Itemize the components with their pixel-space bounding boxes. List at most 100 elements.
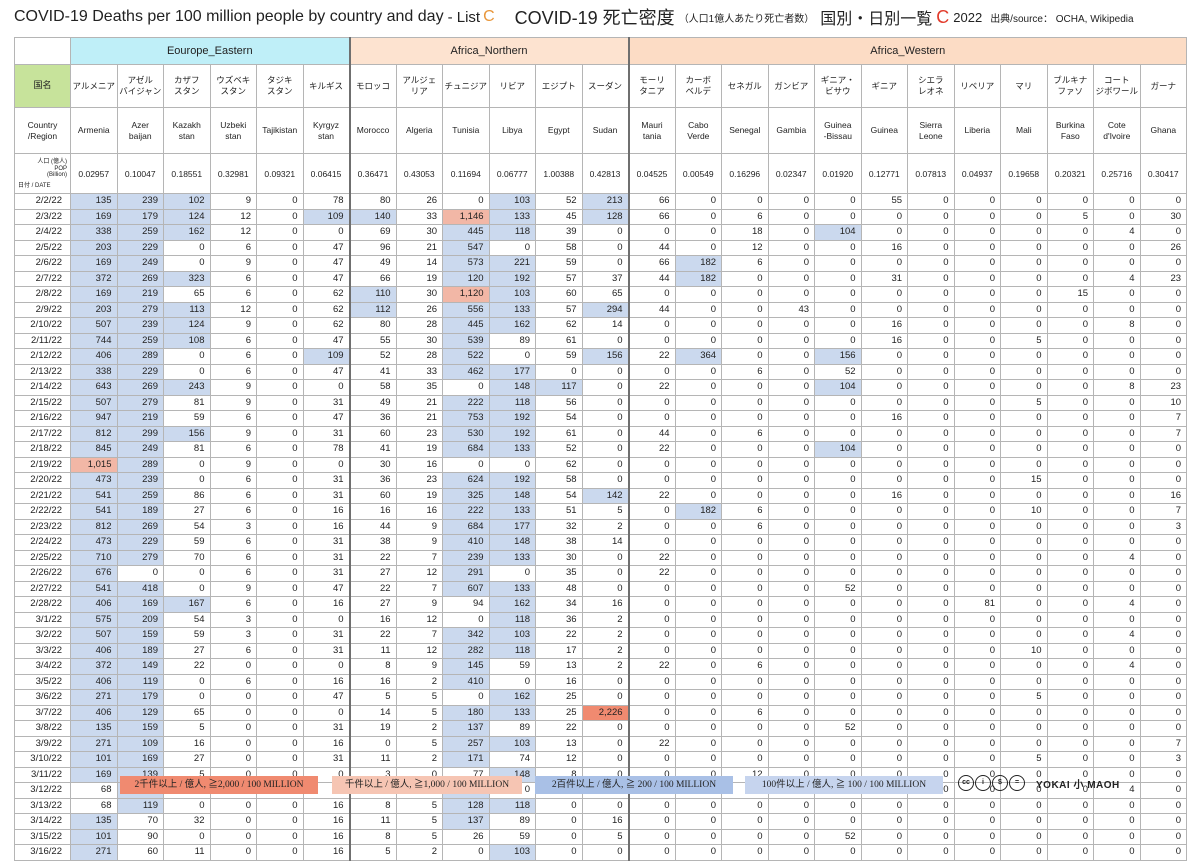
value-cell: 530 bbox=[442, 425, 490, 442]
value-cell: 36 bbox=[348, 472, 397, 489]
value-cell: 148 bbox=[488, 379, 537, 396]
country-name-jp: アルジェ リア bbox=[395, 64, 444, 108]
value-cell: 0 bbox=[1093, 456, 1141, 473]
value-cell: 59 bbox=[163, 627, 211, 644]
value-cell: 0 bbox=[907, 704, 955, 721]
value-cell: 0 bbox=[163, 255, 211, 272]
date-cell: 3/13/22 bbox=[14, 797, 71, 814]
value-cell: 47 bbox=[302, 270, 351, 287]
value-cell: 0 bbox=[581, 379, 630, 396]
value-cell: 0 bbox=[814, 673, 862, 690]
value-cell: 21 bbox=[395, 239, 444, 256]
value-cell: 0 bbox=[256, 348, 304, 365]
value-cell: 1,120 bbox=[442, 286, 490, 303]
value-cell: 16 bbox=[1139, 487, 1188, 504]
population-value: 0.19658 bbox=[1000, 153, 1048, 194]
value-cell: 5 bbox=[395, 797, 444, 814]
value-cell: 2 bbox=[581, 658, 630, 675]
value-cell: 0 bbox=[814, 425, 862, 442]
value-cell: 0 bbox=[1046, 503, 1095, 520]
value-cell: 0 bbox=[442, 611, 490, 628]
value-cell: 0 bbox=[767, 270, 816, 287]
value-cell: 43 bbox=[767, 301, 816, 318]
value-cell: 58 bbox=[348, 379, 397, 396]
value-cell: 0 bbox=[814, 317, 862, 334]
table-row: 3/8/22 135 159 5 0 0 31 19 2 137 89 22 0 0 0 0 0 52 0 0 0 0 0 0… bbox=[14, 720, 1188, 737]
value-cell: 0 bbox=[163, 456, 211, 473]
value-cell: 52 bbox=[535, 441, 583, 458]
value-cell: 0 bbox=[767, 797, 816, 814]
value-cell: 0 bbox=[627, 394, 676, 411]
population-value: 0.16296 bbox=[721, 153, 769, 194]
value-cell: 47 bbox=[302, 255, 351, 272]
value-cell: 0 bbox=[674, 673, 723, 690]
value-cell: 6 bbox=[209, 565, 257, 582]
value-cell: 0 bbox=[209, 735, 257, 752]
table-row: 2/14/22 643 269 243 9 0 0 58 35 0 148 117 0 22 0 0 0 104 0… bbox=[14, 379, 1188, 396]
table-row: 3/1/22 575 209 54 3 0 0 16 12 0 118 36 2 0 0 0 0 0 0 0 0 0 0 0 0 bbox=[14, 611, 1188, 628]
value-cell: 55 bbox=[348, 332, 397, 349]
value-cell: 0 bbox=[1000, 720, 1048, 737]
value-cell: 90 bbox=[116, 828, 164, 845]
country-name-jp: ガーナ bbox=[1139, 64, 1188, 108]
header-country-jp-label: 国名 bbox=[14, 64, 71, 108]
value-cell: 7 bbox=[395, 580, 444, 597]
value-cell: 16 bbox=[302, 735, 351, 752]
value-cell: 65 bbox=[163, 286, 211, 303]
value-cell: 0 bbox=[674, 239, 723, 256]
value-cell: 37 bbox=[581, 270, 630, 287]
value-cell: 269 bbox=[116, 379, 164, 396]
value-cell: 16 bbox=[302, 844, 351, 861]
title-main: COVID-19 Deaths per 100 million people b… bbox=[14, 8, 444, 25]
value-cell: 0 bbox=[1093, 673, 1141, 690]
date-cell: 2/16/22 bbox=[14, 410, 71, 427]
value-cell: 119 bbox=[116, 797, 164, 814]
value-cell: 0 bbox=[581, 456, 630, 473]
value-cell: 0 bbox=[907, 658, 955, 675]
value-cell: 0 bbox=[627, 797, 676, 814]
value-cell: 41 bbox=[348, 441, 397, 458]
value-cell: 0 bbox=[860, 503, 909, 520]
table-row: 2/19/22 1,015 289 0 9 0 0 30 16 0 0 62 0 0 0 0 0 0 0 0 0 0 0 0 0 bbox=[14, 456, 1188, 473]
value-cell: 0 bbox=[814, 751, 862, 768]
value-cell: 0 bbox=[1000, 379, 1048, 396]
value-cell: 2 bbox=[395, 673, 444, 690]
value-cell: 16 bbox=[302, 673, 351, 690]
value-cell: 78 bbox=[302, 193, 351, 210]
value-cell: 239 bbox=[116, 193, 164, 210]
value-cell: 0 bbox=[814, 642, 862, 659]
value-cell: 325 bbox=[442, 487, 490, 504]
value-cell: 6 bbox=[209, 239, 257, 256]
value-cell: 137 bbox=[442, 813, 490, 830]
value-cell: 0 bbox=[1093, 410, 1141, 427]
title-jp-small: （人口1億人あたり死亡者数） bbox=[678, 13, 815, 25]
value-cell: 0 bbox=[953, 844, 1002, 861]
value-cell: 0 bbox=[488, 565, 537, 582]
value-cell: 0 bbox=[674, 425, 723, 442]
value-cell: 0 bbox=[674, 332, 723, 349]
date-cell: 3/8/22 bbox=[14, 720, 71, 737]
value-cell: 89 bbox=[488, 720, 537, 737]
value-cell: 16 bbox=[348, 611, 397, 628]
value-cell: 0 bbox=[814, 270, 862, 287]
value-cell: 0 bbox=[1000, 673, 1048, 690]
value-cell: 0 bbox=[581, 425, 630, 442]
value-cell: 0 bbox=[907, 348, 955, 365]
table-row: 2/7/22 372 269 323 6 0 47 66 19 120 192 57 37 44 182 0 0… bbox=[14, 270, 1188, 287]
value-cell: 28 bbox=[395, 348, 444, 365]
value-cell: 169 bbox=[116, 751, 164, 768]
value-cell: 30 bbox=[1139, 208, 1188, 225]
value-cell: 89 bbox=[488, 813, 537, 830]
value-cell: 38 bbox=[348, 534, 397, 551]
value-cell: 0 bbox=[767, 472, 816, 489]
value-cell: 0 bbox=[907, 379, 955, 396]
value-cell: 0 bbox=[907, 472, 955, 489]
population-value: 0.12771 bbox=[860, 153, 909, 194]
date-cell: 2/18/22 bbox=[14, 441, 71, 458]
table-row: 3/14/22 135 70 32 0 0 16 11 5 137 89 0 16 0 0 0 0 0 0 0 0 0 0 0… bbox=[14, 813, 1188, 830]
value-cell: 5 bbox=[1000, 689, 1048, 706]
value-cell: 5 bbox=[1000, 751, 1048, 768]
value-cell: 0 bbox=[1139, 363, 1188, 380]
title-jp-letter: C bbox=[936, 6, 950, 27]
value-cell: 0 bbox=[721, 596, 769, 613]
